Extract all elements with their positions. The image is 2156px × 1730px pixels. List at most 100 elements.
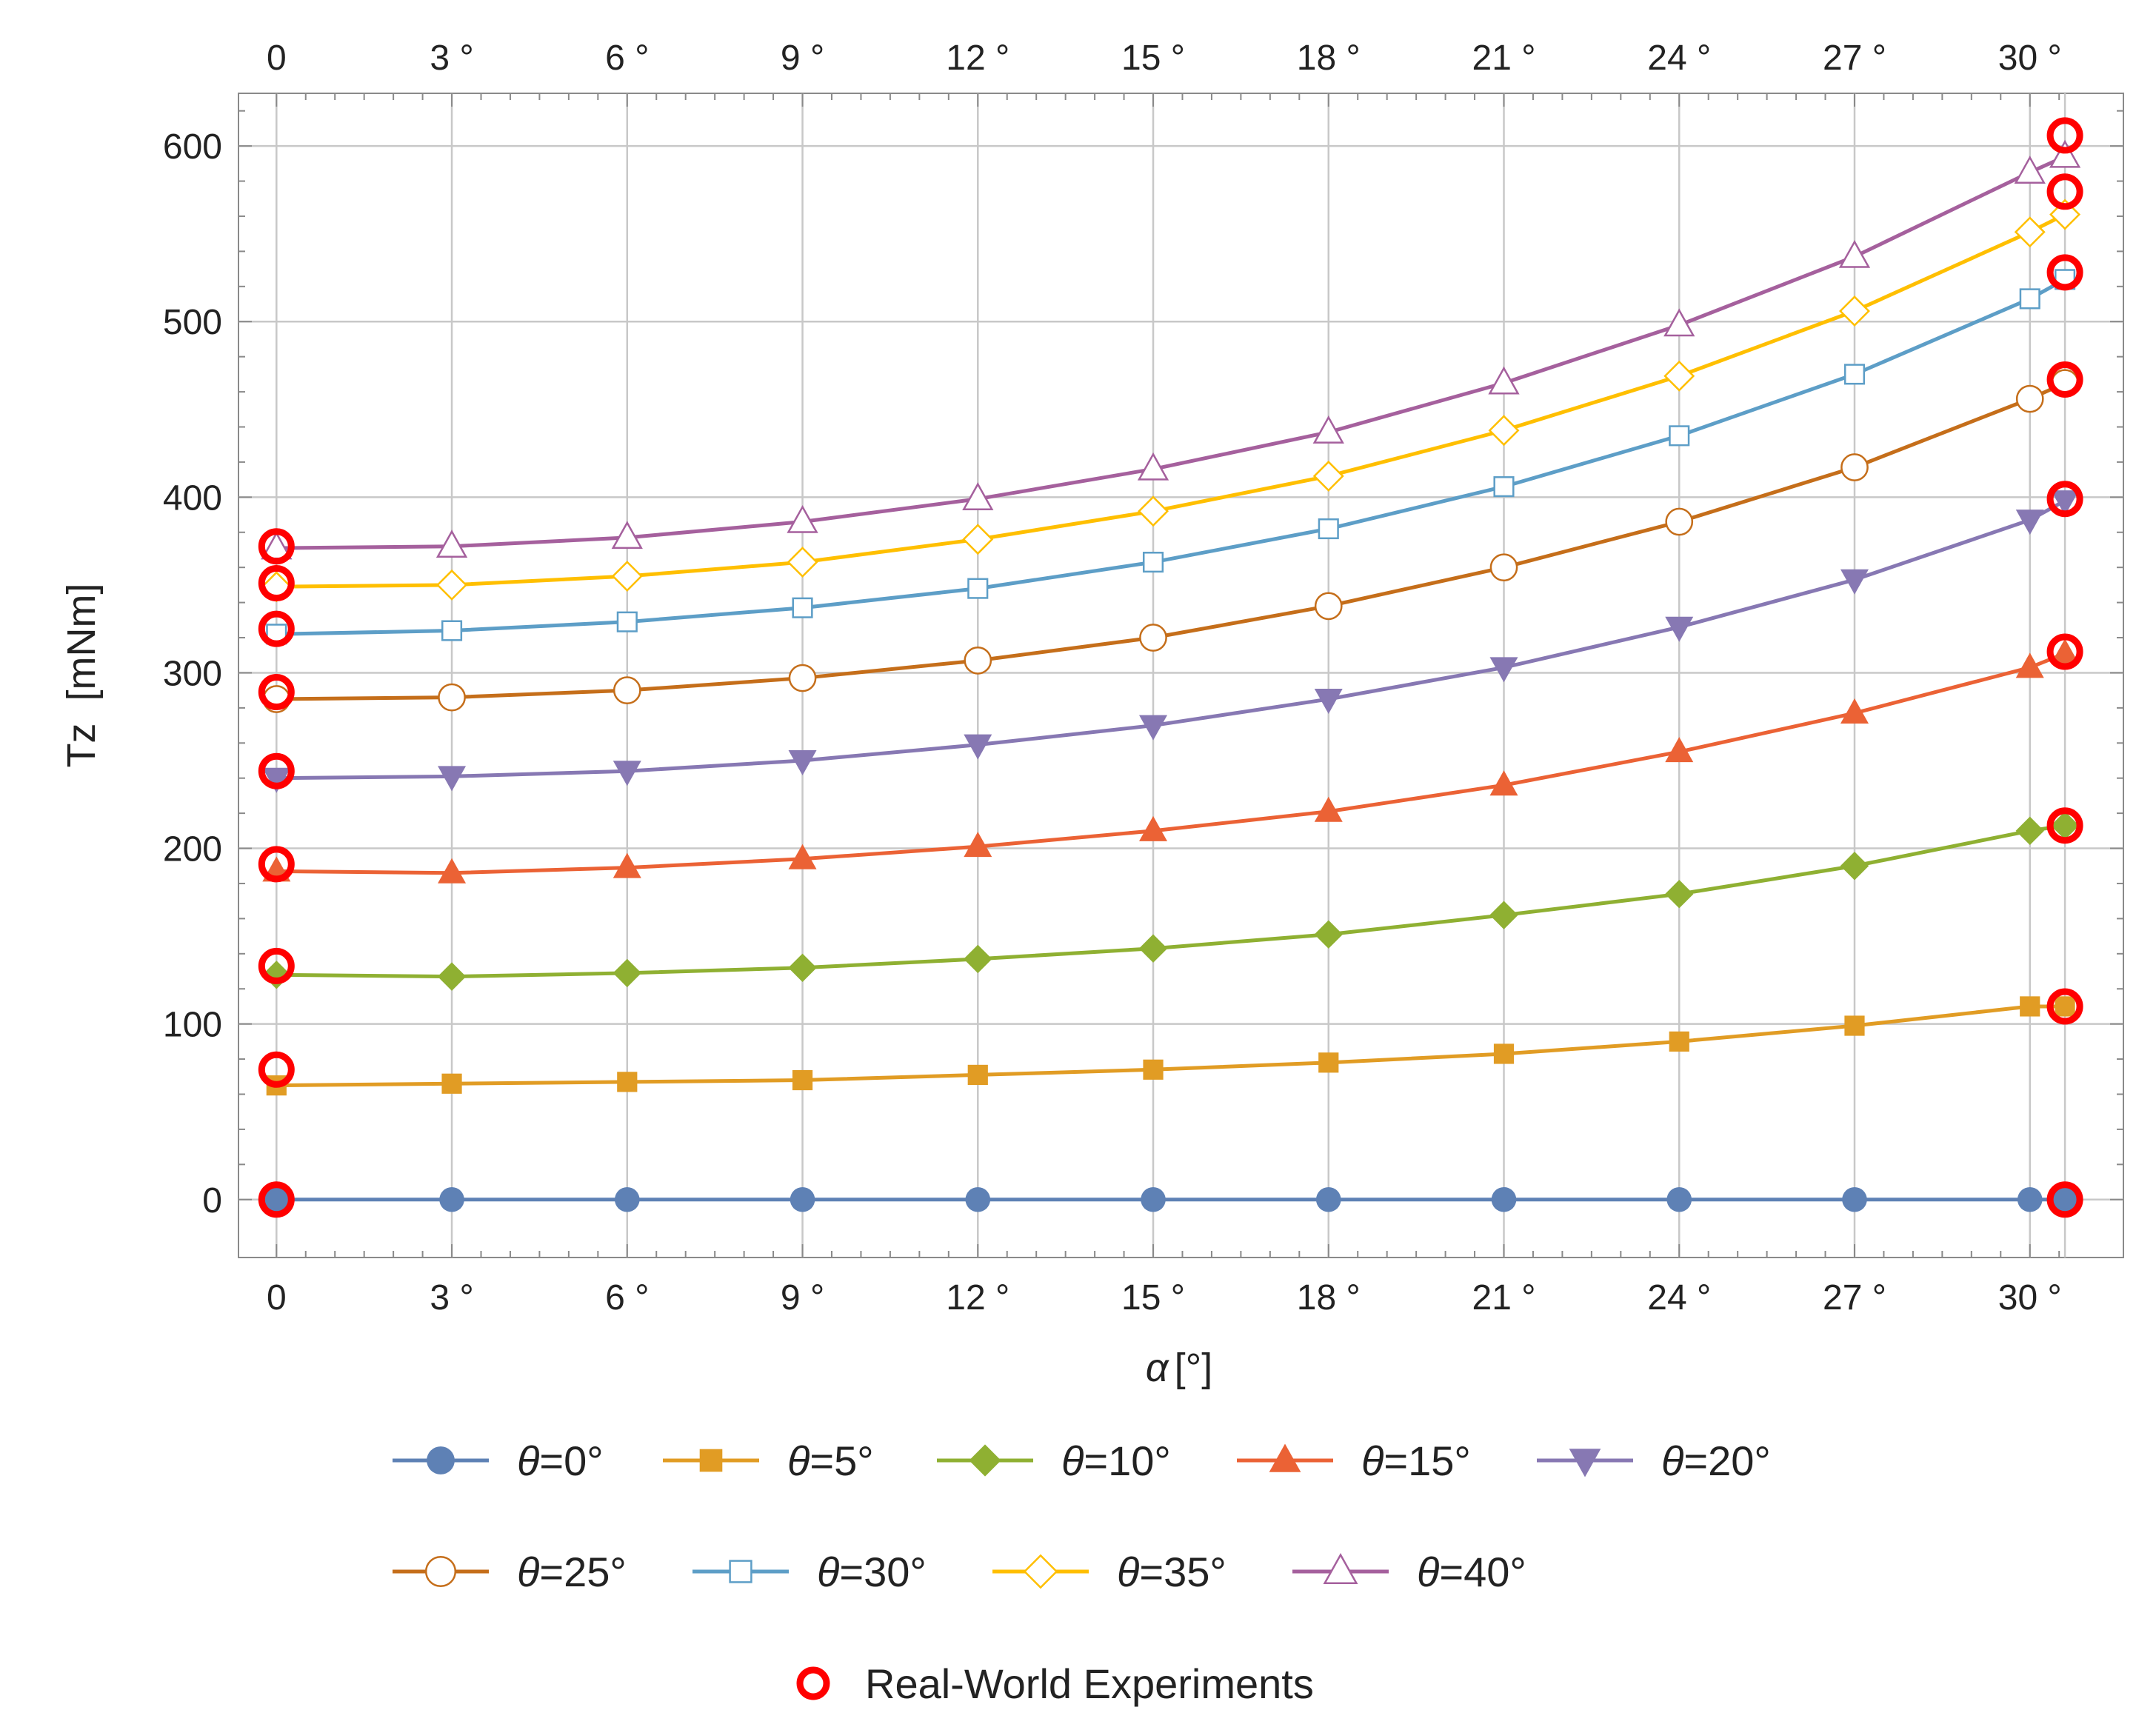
data-point [790, 1186, 815, 1212]
legend-item-6: θ=30° [692, 1549, 927, 1595]
legend-label-value: =15° [1384, 1437, 1470, 1484]
experiment-point [2046, 988, 2083, 1025]
data-point [2015, 384, 2044, 413]
data-point [1138, 934, 1168, 963]
series-0 [264, 1186, 2077, 1212]
data-point [2017, 1186, 2043, 1212]
data-point [1840, 569, 1869, 595]
data-point [787, 547, 818, 578]
data-point [788, 844, 817, 869]
legend-swatch-marker [1023, 1554, 1058, 1589]
data-point [2015, 510, 2044, 535]
x-tick-label: 3 ° [430, 1278, 473, 1317]
data-point [2015, 816, 2044, 846]
series-line [276, 498, 2066, 781]
experiment-point [258, 674, 295, 711]
data-point [1315, 1186, 1341, 1212]
legend-swatch-marker [1323, 1552, 1358, 1584]
y-tick-label: 300 [163, 654, 222, 693]
y-tick-label: 600 [163, 127, 222, 167]
experiment-point [258, 947, 295, 984]
x-tick-label: 15 ° [1121, 1278, 1185, 1317]
x-tick-label-top: 21 ° [1472, 39, 1536, 78]
legend-label: θ=35° [1117, 1549, 1226, 1595]
series-line [276, 213, 2066, 589]
legend-item-7: θ=35° [992, 1549, 1226, 1595]
legend-experiment-label: Real-World Experiments [865, 1660, 1314, 1707]
experiment-point [258, 846, 295, 883]
legend-swatch-marker [1569, 1449, 1601, 1477]
data-point [1840, 453, 1869, 481]
data-point [1139, 815, 1168, 841]
data-point [967, 1064, 988, 1086]
data-point [1489, 657, 1518, 683]
legend-label: θ=30° [817, 1549, 927, 1595]
data-point [967, 578, 989, 599]
data-point [1838, 239, 1871, 268]
data-point [964, 734, 992, 760]
data-point [962, 482, 994, 510]
data-point [1843, 364, 1866, 385]
legend-label-symbol: θ [817, 1549, 839, 1595]
x-tick-label: 0 [267, 1278, 287, 1317]
y-tick-label: 0 [202, 1181, 222, 1220]
x-tick-label-top: 9 ° [781, 39, 824, 78]
data-point [2015, 652, 2044, 678]
data-point [436, 569, 468, 601]
data-point [262, 767, 291, 793]
data-point [613, 676, 641, 705]
x-tick-label-top: 18 ° [1297, 39, 1361, 78]
x-axis-unit: [°] [1175, 1346, 1213, 1390]
data-point [439, 1186, 464, 1212]
data-point [1314, 592, 1343, 621]
data-point [788, 953, 817, 982]
experiment-point [2046, 807, 2083, 844]
y-tick-label: 400 [163, 478, 222, 518]
experiment-point [2046, 117, 2083, 154]
data-point [2055, 996, 2075, 1017]
data-point [1840, 852, 1869, 881]
y-tick-label: 200 [163, 830, 222, 869]
data-point [962, 524, 994, 555]
series-line [276, 1004, 2066, 1088]
data-point [1663, 308, 1695, 337]
legend-label: θ=0° [517, 1437, 604, 1484]
experiment-point [258, 1181, 295, 1218]
legend-label: θ=40° [1417, 1549, 1526, 1595]
experiment-point [258, 610, 295, 647]
legend-label-value: =40° [1439, 1549, 1526, 1595]
series-6 [266, 269, 2076, 645]
data-point [1312, 460, 1344, 492]
y-tick-label: 100 [163, 1006, 222, 1045]
series-2 [262, 811, 2080, 991]
series-layer [261, 139, 2081, 1212]
data-point [1665, 879, 1694, 909]
legend: θ=0° θ=5° θ=10° θ=15° θ=20°θ=25° θ=30° θ=35° θ=… [393, 1437, 1771, 1707]
data-point [1493, 1043, 1515, 1064]
data-point [613, 852, 641, 878]
legend-item-0: θ=0° [393, 1437, 604, 1484]
x-tick-label: 12 ° [946, 1278, 1009, 1317]
legend-item-5: θ=25° [393, 1549, 627, 1595]
data-point [964, 832, 992, 858]
legend-label-value: =30° [839, 1549, 926, 1595]
legend-label-symbol: θ [1417, 1549, 1439, 1595]
data-point [1669, 1031, 1689, 1052]
x-tick-label-top: 24 ° [1647, 39, 1711, 78]
x-tick-label: 18 ° [1297, 1278, 1361, 1317]
frame-ticks [238, 93, 2123, 1258]
legend-label: θ=15° [1361, 1437, 1471, 1484]
legend-label-value: =35° [1139, 1549, 1226, 1595]
legend-label: θ=5° [787, 1437, 874, 1484]
experiment-point [258, 528, 295, 565]
experiment-layer [258, 117, 2083, 1218]
series-line [276, 824, 2066, 979]
x-tick-label: 24 ° [1647, 1278, 1711, 1317]
experiment-point [258, 565, 295, 602]
data-point [788, 749, 817, 775]
data-point [2050, 811, 2080, 840]
data-point [441, 1073, 462, 1094]
legend-label-symbol: θ [1061, 1437, 1084, 1484]
x-tick-label: 6 ° [605, 1278, 649, 1317]
